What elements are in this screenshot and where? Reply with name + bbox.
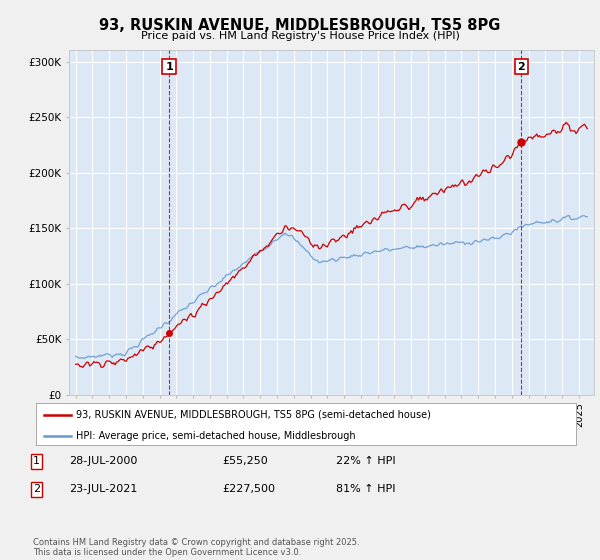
Text: 81% ↑ HPI: 81% ↑ HPI [336,484,395,494]
Text: 23-JUL-2021: 23-JUL-2021 [69,484,137,494]
Text: 2: 2 [517,62,525,72]
Text: £227,500: £227,500 [222,484,275,494]
Text: Price paid vs. HM Land Registry's House Price Index (HPI): Price paid vs. HM Land Registry's House … [140,31,460,41]
Text: 1: 1 [165,62,173,72]
Text: 22% ↑ HPI: 22% ↑ HPI [336,456,395,466]
Text: 1: 1 [33,456,40,466]
Text: HPI: Average price, semi-detached house, Middlesbrough: HPI: Average price, semi-detached house,… [77,431,356,441]
Text: 2: 2 [33,484,40,494]
Text: Contains HM Land Registry data © Crown copyright and database right 2025.
This d: Contains HM Land Registry data © Crown c… [33,538,359,557]
Text: 93, RUSKIN AVENUE, MIDDLESBROUGH, TS5 8PG: 93, RUSKIN AVENUE, MIDDLESBROUGH, TS5 8P… [100,18,500,33]
Text: 93, RUSKIN AVENUE, MIDDLESBROUGH, TS5 8PG (semi-detached house): 93, RUSKIN AVENUE, MIDDLESBROUGH, TS5 8P… [77,410,431,420]
Text: £55,250: £55,250 [222,456,268,466]
Text: 28-JUL-2000: 28-JUL-2000 [69,456,137,466]
